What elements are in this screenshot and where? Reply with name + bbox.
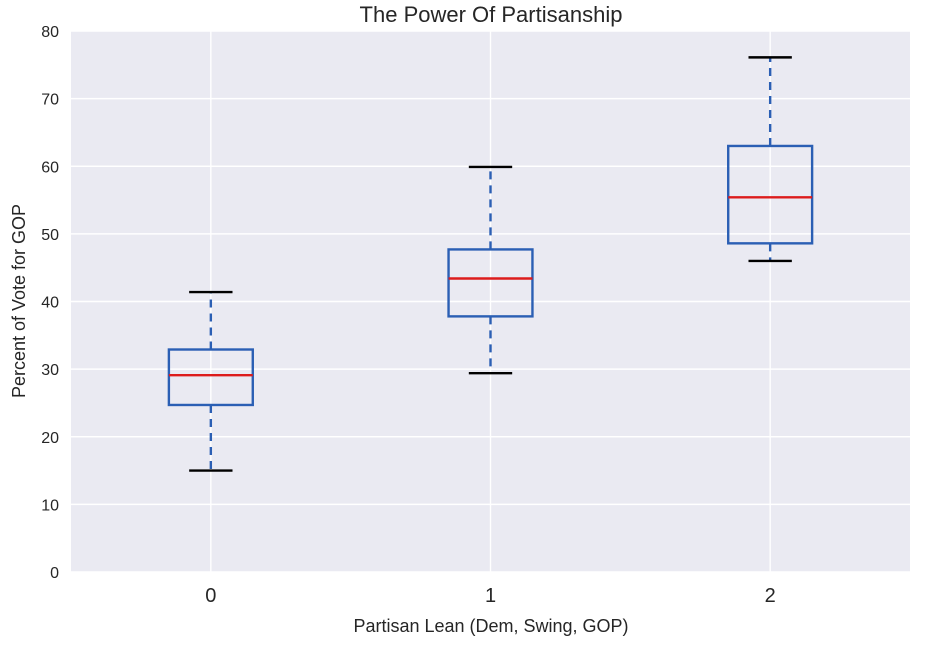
y-tick-label: 50: [41, 227, 59, 244]
y-tick-label: 80: [41, 24, 59, 41]
x-tick-label: 2: [765, 585, 776, 607]
iqr-box: [447, 248, 534, 318]
y-axis-label: Percent of Vote for GOP: [9, 204, 29, 398]
box-plot-0: [167, 290, 254, 472]
iqr-box: [727, 144, 814, 245]
y-tick-label: 0: [50, 565, 59, 582]
y-tick-label: 70: [41, 92, 59, 109]
x-tick-labels: 0 1 2: [205, 585, 775, 607]
y-tick-label: 30: [41, 362, 59, 379]
chart-title: The Power Of Partisanship: [360, 2, 623, 27]
y-tick-label: 10: [41, 497, 59, 514]
y-tick-label: 20: [41, 430, 59, 447]
x-axis-label: Partisan Lean (Dem, Swing, GOP): [353, 616, 628, 636]
box-plot-1: [447, 165, 534, 375]
x-tick-label: 0: [205, 585, 216, 607]
x-tick-label: 1: [485, 585, 496, 607]
box-plots: [167, 56, 814, 472]
iqr-box: [167, 348, 254, 407]
y-tick-labels: 0 10 20 30 40 50 60 70 80: [41, 24, 59, 582]
y-tick-label: 60: [41, 159, 59, 176]
box-plot-2: [727, 56, 814, 263]
y-tick-label: 40: [41, 295, 59, 312]
